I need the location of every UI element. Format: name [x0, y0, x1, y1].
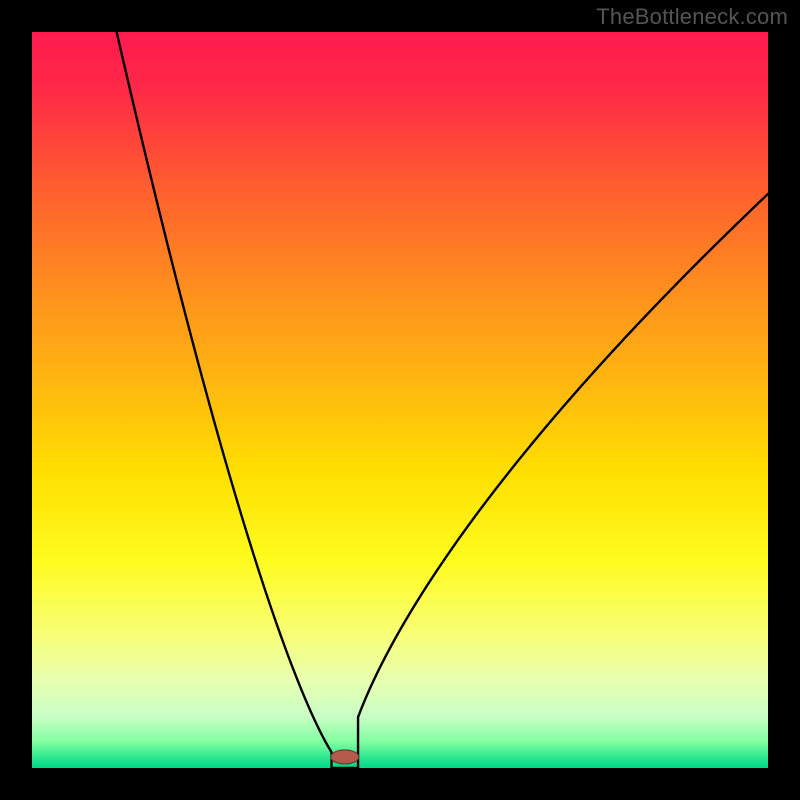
watermark-text: TheBottleneck.com	[596, 4, 788, 30]
bottleneck-marker	[331, 750, 359, 764]
chart-svg	[0, 0, 800, 800]
chart-root: TheBottleneck.com	[0, 0, 800, 800]
